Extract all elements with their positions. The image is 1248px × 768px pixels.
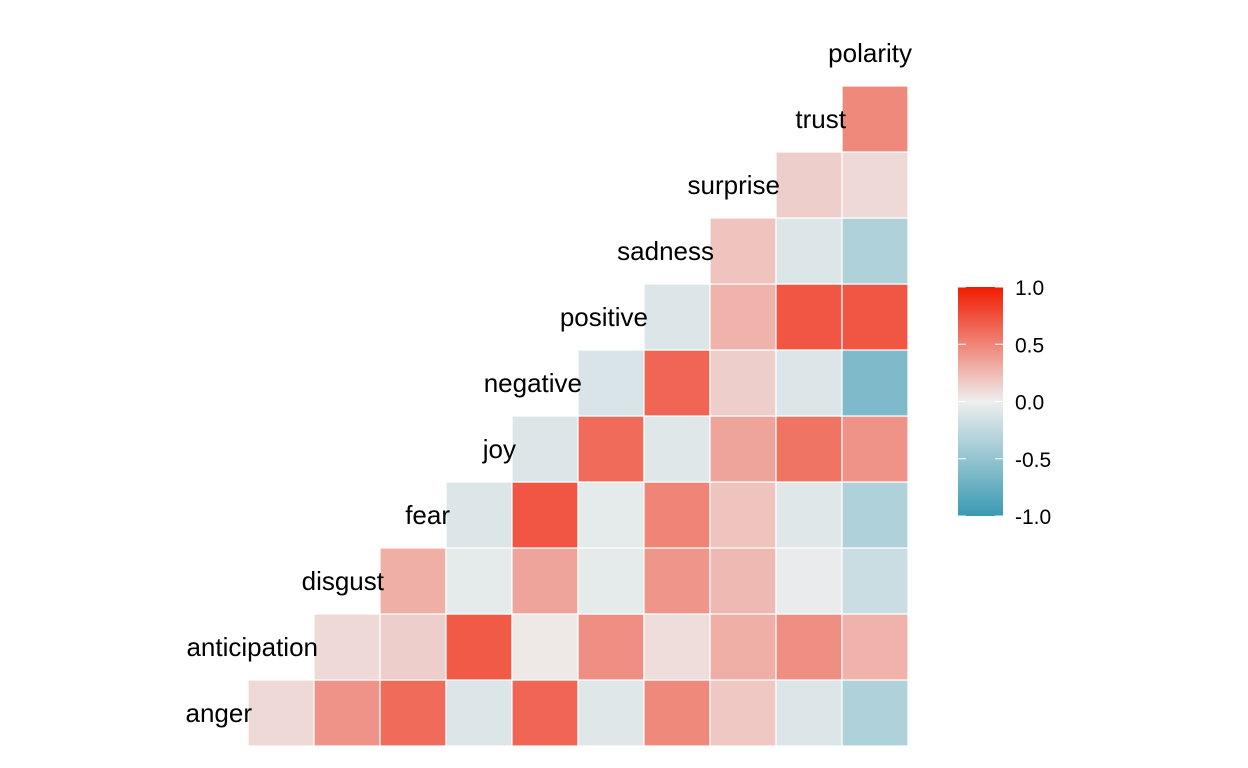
- heatmap-cell-disgust-fear: [445, 547, 513, 615]
- heatmap-cell-joy-trust: [841, 415, 909, 483]
- heatmap-cell-sadness-trust: [841, 217, 909, 285]
- heatmap-cell-fear-fear: [445, 481, 513, 549]
- heatmap-cell-disgust-sadness: [709, 547, 777, 615]
- heatmap-cell-anger-trust: [841, 679, 909, 747]
- heatmap-cell-anger-negative: [577, 679, 645, 747]
- heatmap-cell-anticipation-disgust: [379, 613, 447, 681]
- heatmap-cell-fear-joy: [511, 481, 579, 549]
- legend-tick-label: 1.0: [1015, 277, 1044, 300]
- heatmap-cell-positive-positive: [643, 283, 711, 351]
- variable-label-fear: fear: [405, 500, 450, 530]
- heatmap-cell-anticipation-anticipation: [313, 613, 381, 681]
- heatmap-cell-anger-joy: [511, 679, 579, 747]
- heatmap-cell-negative-surprise: [775, 349, 843, 417]
- legend-tick-label: 0.5: [1015, 334, 1044, 357]
- heatmap-cell-fear-positive: [643, 481, 711, 549]
- variable-label-positive: positive: [560, 302, 648, 332]
- heatmap-cell-anger-anger: [247, 679, 315, 747]
- heatmap-cell-anger-fear: [445, 679, 513, 747]
- heatmap-cell-surprise-trust: [841, 151, 909, 219]
- heatmap-cell-joy-negative: [577, 415, 645, 483]
- variable-label-anticipation: anticipation: [186, 632, 318, 662]
- variable-label-sadness: sadness: [617, 236, 714, 266]
- variable-label-joy: joy: [482, 434, 516, 464]
- variable-label-polarity: polarity: [828, 38, 912, 68]
- heatmap-cell-anticipation-positive: [643, 613, 711, 681]
- heatmap-cell-anticipation-negative: [577, 613, 645, 681]
- heatmap-cell-disgust-joy: [511, 547, 579, 615]
- legend-tick-label: -1.0: [1015, 506, 1051, 529]
- heatmap-cell-disgust-disgust: [379, 547, 447, 615]
- heatmap-cell-positive-surprise: [775, 283, 843, 351]
- variable-label-trust: trust: [795, 104, 846, 134]
- heatmap-cell-fear-trust: [841, 481, 909, 549]
- heatmap-cell-positive-trust: [841, 283, 909, 351]
- heatmap-cell-surprise-surprise: [775, 151, 843, 219]
- heatmap-cell-positive-sadness: [709, 283, 777, 351]
- heatmap-cell-anger-disgust: [379, 679, 447, 747]
- heatmap-cell-fear-surprise: [775, 481, 843, 549]
- heatmap-cell-anger-anticipation: [313, 679, 381, 747]
- heatmap-cell-joy-joy: [511, 415, 579, 483]
- heatmap-cell-sadness-surprise: [775, 217, 843, 285]
- heatmap-cell-disgust-trust: [841, 547, 909, 615]
- variable-label-surprise: surprise: [688, 170, 780, 200]
- variable-labels: anger anticipation disgust fear joy negative p…: [186, 38, 913, 728]
- heatmap-cell-negative-sadness: [709, 349, 777, 417]
- heatmap-cell-anger-sadness: [709, 679, 777, 747]
- heatmap-cell-sadness-sadness: [709, 217, 777, 285]
- heatmap-cell-anger-positive: [643, 679, 711, 747]
- heatmap-cell-trust-trust: [841, 85, 909, 153]
- heatmap-cell-disgust-surprise: [775, 547, 843, 615]
- heatmap-cell-joy-surprise: [775, 415, 843, 483]
- color-legend: 1.0 0.5 0.0 -0.5 -1.0: [958, 277, 1051, 529]
- heatmap-cell-disgust-positive: [643, 547, 711, 615]
- variable-label-negative: negative: [484, 368, 582, 398]
- variable-label-disgust: disgust: [302, 566, 385, 596]
- heatmap-cell-anger-surprise: [775, 679, 843, 747]
- heatmap-cell-anticipation-sadness: [709, 613, 777, 681]
- heatmap-cell-negative-positive: [643, 349, 711, 417]
- heatmap-cell-negative-negative: [577, 349, 645, 417]
- heatmap-cell-fear-sadness: [709, 481, 777, 549]
- heatmap-cell-anticipation-surprise: [775, 613, 843, 681]
- legend-tick-label: -0.5: [1015, 449, 1051, 472]
- legend-tick-label: 0.0: [1015, 392, 1044, 415]
- heatmap-cell-disgust-negative: [577, 547, 645, 615]
- heatmap-cells: [247, 85, 909, 747]
- heatmap-cell-anticipation-trust: [841, 613, 909, 681]
- heatmap-cell-joy-sadness: [709, 415, 777, 483]
- heatmap-cell-anticipation-fear: [445, 613, 513, 681]
- heatmap-cell-fear-negative: [577, 481, 645, 549]
- heatmap-cell-negative-trust: [841, 349, 909, 417]
- heatmap-cell-joy-positive: [643, 415, 711, 483]
- heatmap-cell-anticipation-joy: [511, 613, 579, 681]
- variable-label-anger: anger: [186, 698, 253, 728]
